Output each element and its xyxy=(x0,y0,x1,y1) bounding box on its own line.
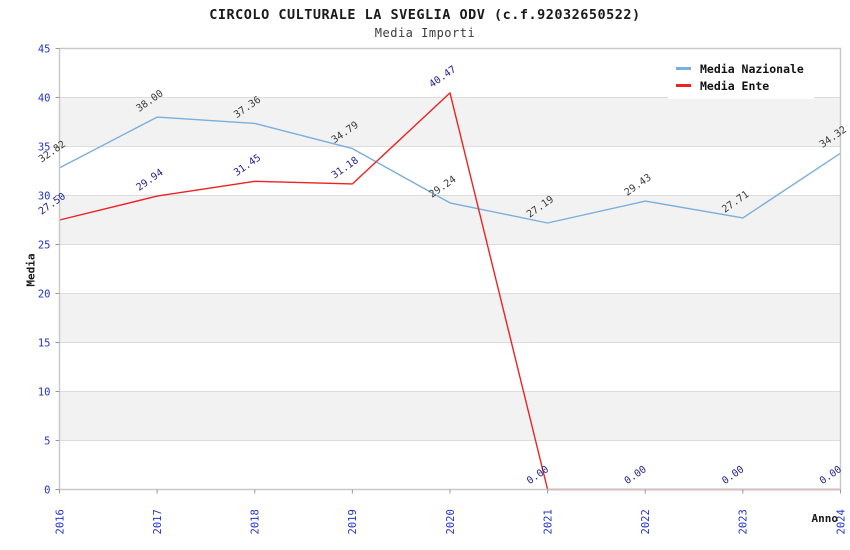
x-tick-label: 2024 xyxy=(835,509,847,534)
y-tick-label: 35 xyxy=(38,141,51,153)
x-tick-label: 2021 xyxy=(542,509,554,534)
data-point-label: 40.47 xyxy=(427,64,458,90)
y-tick-label: 30 xyxy=(38,190,51,202)
y-tick-label: 25 xyxy=(38,239,51,251)
legend-swatch-red-line xyxy=(676,84,691,87)
y-axis-title: Media xyxy=(24,253,38,287)
plot-band xyxy=(59,391,841,441)
y-tick-label: 15 xyxy=(38,337,51,349)
plot-band xyxy=(59,195,841,245)
data-point-label: 0.00 xyxy=(525,464,551,487)
x-tick-label: 2019 xyxy=(347,509,359,534)
y-tick-label: 20 xyxy=(38,288,51,300)
data-point-label: 0.00 xyxy=(623,464,649,487)
chart-title: CIRCOLO CULTURALE LA SVEGLIA ODV (c.f.92… xyxy=(209,7,641,23)
y-tick-label: 0 xyxy=(44,484,50,496)
data-point-label: 29.94 xyxy=(135,167,166,193)
legend-item-media-nazionale: Media Nazionale xyxy=(674,60,808,77)
x-axis-title: Anno xyxy=(811,512,839,525)
y-tick-label: 5 xyxy=(44,435,50,447)
legend: Media Nazionale Media Ente xyxy=(668,55,814,99)
x-tick-label: 2023 xyxy=(738,509,750,534)
plot-band xyxy=(59,293,841,343)
x-tick-label: 2022 xyxy=(640,509,652,534)
series-line-media-nazionale xyxy=(59,116,841,224)
legend-label: Media Ente xyxy=(700,78,770,93)
y-tick-label: 10 xyxy=(38,386,51,398)
legend-label: Media Nazionale xyxy=(700,61,804,76)
x-tick-label: 2018 xyxy=(250,509,262,534)
x-tick-label: 2016 xyxy=(54,509,66,534)
data-point-label: 31.45 xyxy=(232,152,263,178)
legend-item-media-ente: Media Ente xyxy=(674,77,808,94)
y-tick-label: 45 xyxy=(38,43,51,55)
x-tick-label: 2017 xyxy=(152,509,164,534)
y-tick-label: 40 xyxy=(38,92,51,104)
chart-subtitle: Media Importi xyxy=(374,26,476,40)
x-tick-label: 2020 xyxy=(445,509,457,534)
data-point-label: 0.00 xyxy=(720,464,746,487)
legend-swatch-blue-line xyxy=(676,67,691,70)
plot-band xyxy=(59,97,841,147)
data-point-label: 31.18 xyxy=(330,155,361,181)
data-point-label: 29.43 xyxy=(623,172,654,198)
